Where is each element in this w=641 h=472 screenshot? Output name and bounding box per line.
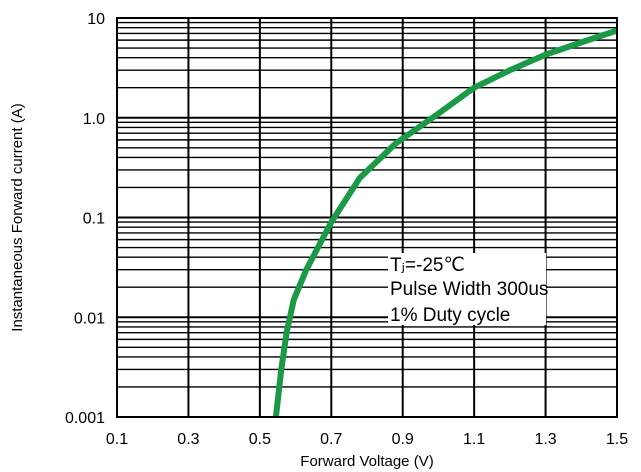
series-layer [272,27,618,418]
y-tick-labels: 0.001 0.01 0.1 1.0 10 [65,11,105,427]
y-tick-label: 0.1 [83,211,105,228]
y-tick-label: 0.001 [65,410,105,427]
y-tick-label: 1.0 [83,111,105,128]
x-tick-label: 0.9 [392,431,414,448]
annotation-line: Pulse Width 300us [390,279,548,300]
x-tick-label: 0.1 [106,431,128,448]
x-tick-label: 1.5 [606,431,628,448]
grid [116,18,618,418]
x-tick-label: 0.3 [177,431,199,448]
annotation-box: Tⱼ=-25℃ Pulse Width 300us 1% Duty cycle [388,253,548,326]
x-tick-labels: 0.1 0.3 0.5 0.7 0.9 1.1 1.3 1.5 [106,431,628,448]
x-tick-label: 0.7 [320,431,342,448]
y-tick-label: 0.01 [74,310,105,327]
x-tick-label: 1.1 [463,431,485,448]
x-axis-label: Forward Voltage (V) [300,453,433,470]
plot-frame [116,17,618,418]
x-tick-label: 1.3 [534,431,556,448]
annotation-background [388,253,546,325]
y-axis-label: Instantaneous Forward current (A) [9,103,26,331]
y-tick-label: 10 [87,11,105,28]
annotation-line: 1% Duty cycle [390,305,510,326]
annotation-line: Tⱼ=-25℃ [390,255,465,276]
x-tick-label: 0.5 [249,431,271,448]
series-line [272,27,618,418]
